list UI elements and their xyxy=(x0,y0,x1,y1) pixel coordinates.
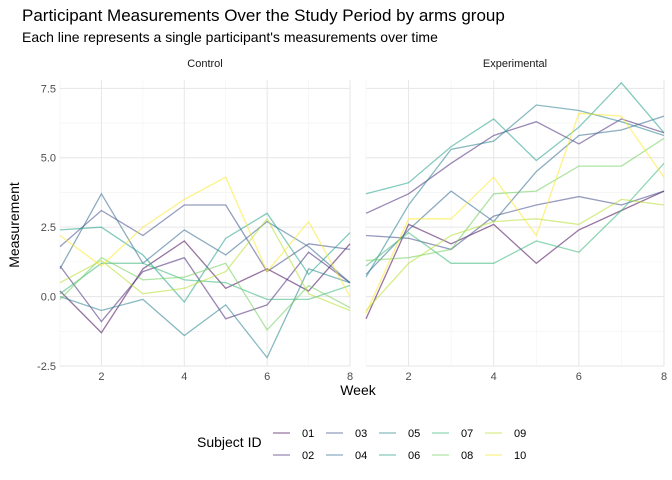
facet-panel: Control 2 4 6 8 -2.5 0.0 2.5 5.0 7.5 xyxy=(37,58,353,383)
legend-label: 05 xyxy=(408,428,420,440)
series-line-05 xyxy=(365,104,665,278)
series-line-07 xyxy=(365,162,665,267)
x-tick-label: 2 xyxy=(98,371,104,383)
legend-item-02: 02 xyxy=(273,450,314,462)
facet-panel: Experimental 2 4 6 8 xyxy=(365,58,667,383)
y-tick-label: 7.5 xyxy=(41,83,56,95)
x-tick-label: 6 xyxy=(264,371,270,383)
legend-item-06: 06 xyxy=(379,450,420,462)
series-line-02 xyxy=(59,251,351,323)
legend-label: 10 xyxy=(514,450,526,462)
legend: Subject ID 01 02 03 04 05 06 07 08 09 10 xyxy=(197,428,526,462)
series-line-09 xyxy=(365,198,665,311)
legend-title: Subject ID xyxy=(197,434,262,450)
legend-label: 08 xyxy=(461,450,473,462)
series-line-01 xyxy=(365,190,665,320)
legend-item-03: 03 xyxy=(326,428,367,440)
legend-item-10: 10 xyxy=(485,450,526,462)
series-line-02 xyxy=(365,118,665,214)
y-tick-label: 2.5 xyxy=(41,222,56,234)
legend-item-08: 08 xyxy=(432,450,473,462)
legend-item-04: 04 xyxy=(326,450,367,462)
legend-label: 03 xyxy=(355,428,367,440)
y-tick-label: 0.0 xyxy=(41,292,56,304)
x-tick-label: 2 xyxy=(406,371,412,383)
legend-label: 06 xyxy=(408,450,420,462)
chart-title: Participant Measurements Over the Study … xyxy=(22,6,505,25)
facet-strip-label: Control xyxy=(187,58,222,70)
x-tick-label: 4 xyxy=(181,371,187,383)
legend-label: 01 xyxy=(302,428,314,440)
series-line-08 xyxy=(59,256,351,331)
legend-label: 04 xyxy=(355,450,367,462)
y-tick-label: -2.5 xyxy=(37,361,56,373)
legend-item-09: 09 xyxy=(485,428,526,440)
chart-subtitle: Each line represents a single participan… xyxy=(22,29,438,45)
series-line-04 xyxy=(59,192,351,284)
plot-panels: Control 2 4 6 8 -2.5 0.0 2.5 5.0 7.5 Experimental 2… xyxy=(37,58,667,383)
x-tick-label: 8 xyxy=(661,371,667,383)
series-line-10 xyxy=(59,176,351,297)
series-line-03 xyxy=(59,204,351,273)
legend-item-05: 05 xyxy=(379,428,420,440)
facet-strip-label: Experimental xyxy=(483,58,547,70)
x-axis-title: Week xyxy=(340,382,377,398)
y-tick-label: 5.0 xyxy=(41,153,56,165)
series-line-10 xyxy=(365,112,665,314)
series-line-05 xyxy=(59,267,351,359)
series-line-09 xyxy=(59,217,351,312)
series-line-01 xyxy=(59,240,351,334)
x-tick-label: 8 xyxy=(347,371,353,383)
series-line-07 xyxy=(59,262,351,301)
series-line-06 xyxy=(365,81,665,195)
legend-label: 09 xyxy=(514,428,526,440)
legend-label: 07 xyxy=(461,428,473,440)
legend-item-01: 01 xyxy=(273,428,314,440)
series-line-08 xyxy=(365,137,665,262)
legend-item-07: 07 xyxy=(432,428,473,440)
x-tick-label: 6 xyxy=(576,371,582,383)
y-axis-title: Measurement xyxy=(6,182,22,268)
legend-label: 02 xyxy=(302,450,314,462)
series-line-04 xyxy=(365,115,665,275)
x-tick-label: 4 xyxy=(491,371,497,383)
